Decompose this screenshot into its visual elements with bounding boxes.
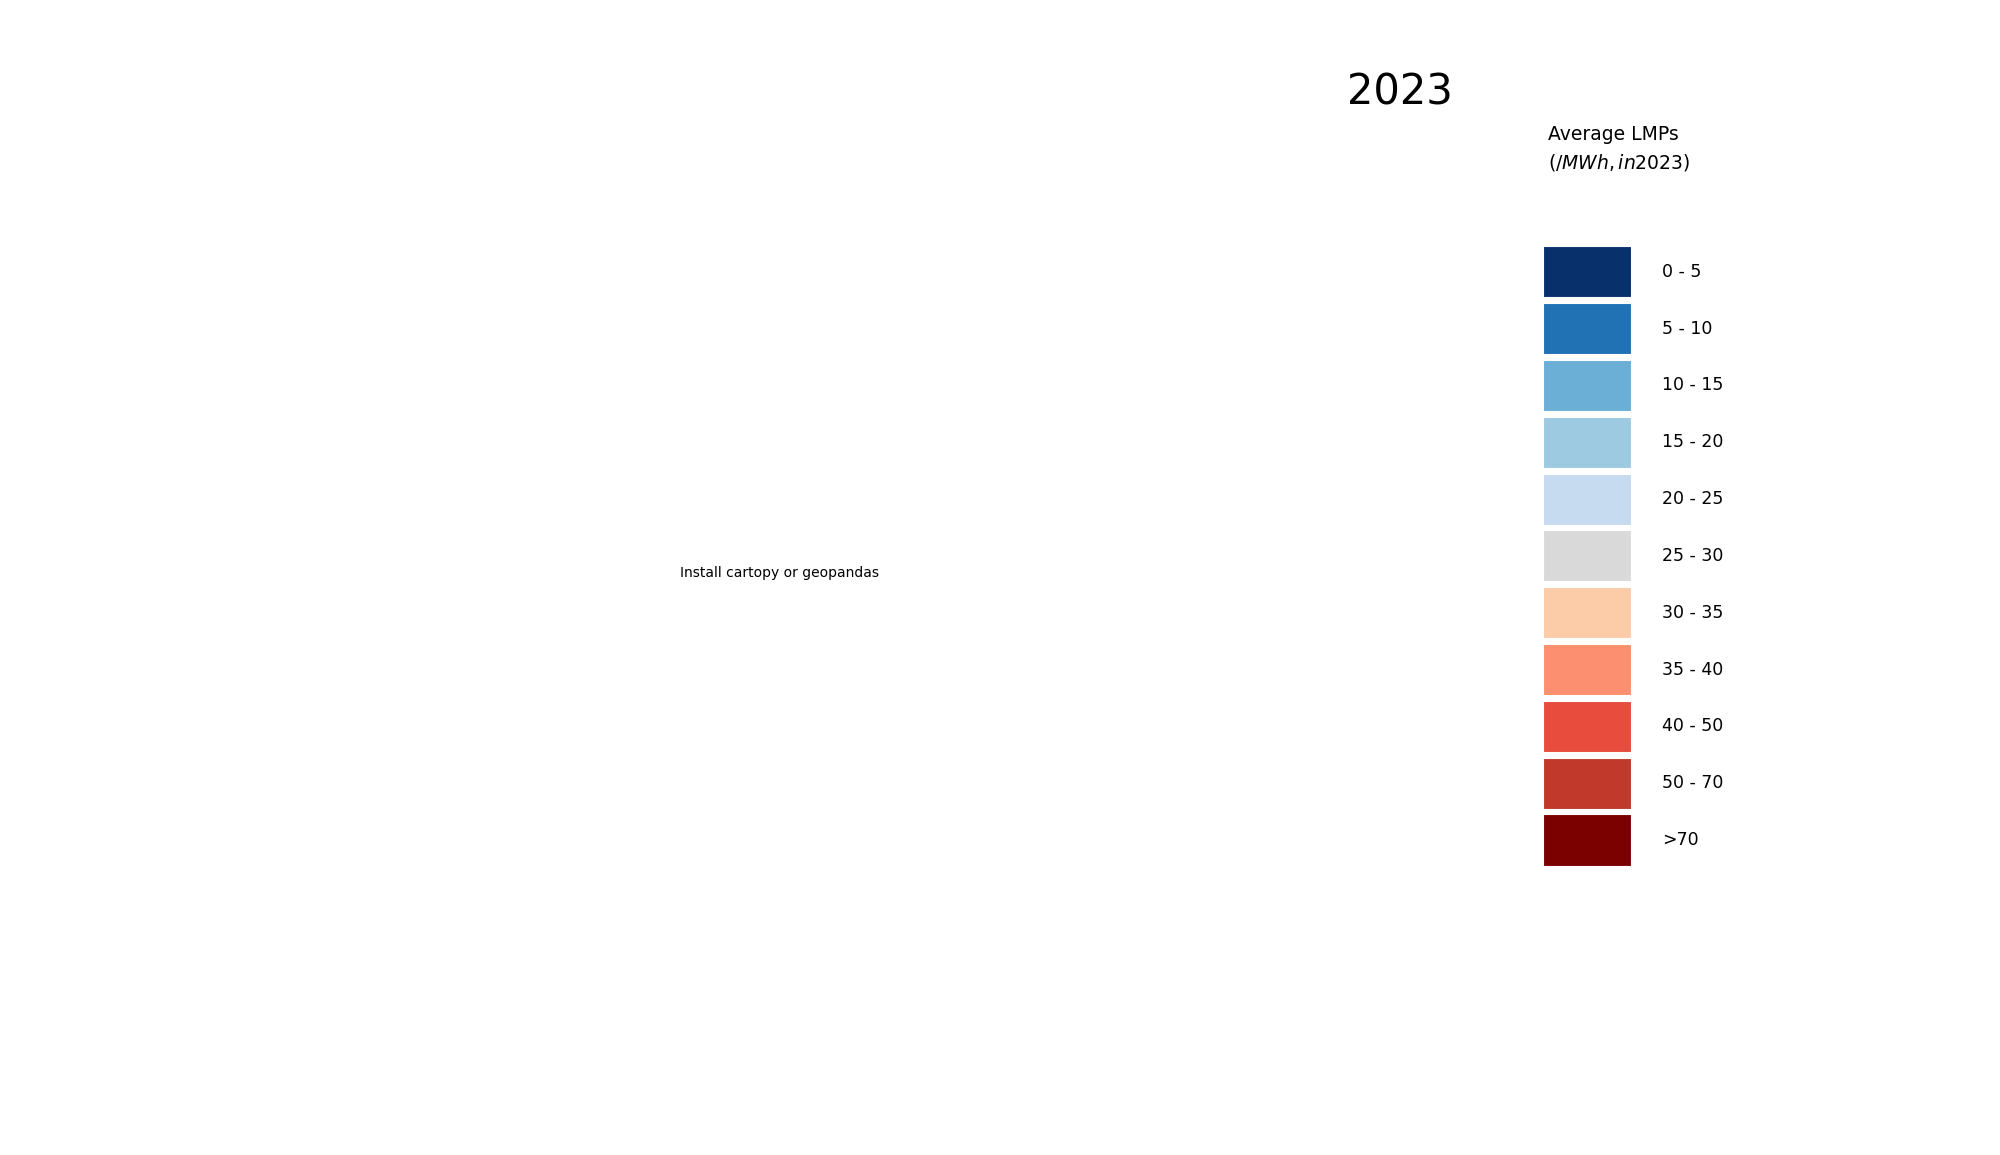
Text: 30 - 35: 30 - 35 xyxy=(1662,604,1724,621)
Text: 40 - 50: 40 - 50 xyxy=(1662,717,1724,736)
FancyBboxPatch shape xyxy=(1544,246,1632,297)
Text: Install cartopy or geopandas: Install cartopy or geopandas xyxy=(680,566,880,581)
FancyBboxPatch shape xyxy=(1544,644,1632,695)
FancyBboxPatch shape xyxy=(1544,587,1632,639)
Text: 35 - 40: 35 - 40 xyxy=(1662,661,1724,678)
FancyBboxPatch shape xyxy=(1544,530,1632,581)
Text: 5 - 10: 5 - 10 xyxy=(1662,320,1712,337)
Text: 2023: 2023 xyxy=(1348,72,1452,113)
Text: Average LMPs
($/MWh, in 2023$): Average LMPs ($/MWh, in 2023$) xyxy=(1548,125,1690,173)
FancyBboxPatch shape xyxy=(1544,701,1632,752)
Text: 25 - 30: 25 - 30 xyxy=(1662,547,1724,565)
Text: 0 - 5: 0 - 5 xyxy=(1662,263,1702,281)
FancyBboxPatch shape xyxy=(1544,303,1632,355)
FancyBboxPatch shape xyxy=(1544,360,1632,411)
FancyBboxPatch shape xyxy=(1544,474,1632,524)
Text: 15 - 20: 15 - 20 xyxy=(1662,433,1724,452)
FancyBboxPatch shape xyxy=(1544,417,1632,468)
FancyBboxPatch shape xyxy=(1544,758,1632,808)
Text: 50 - 70: 50 - 70 xyxy=(1662,774,1724,792)
FancyBboxPatch shape xyxy=(1544,814,1632,865)
Text: 20 - 25: 20 - 25 xyxy=(1662,490,1724,508)
Text: >70: >70 xyxy=(1662,832,1698,849)
Text: 10 - 15: 10 - 15 xyxy=(1662,377,1724,394)
